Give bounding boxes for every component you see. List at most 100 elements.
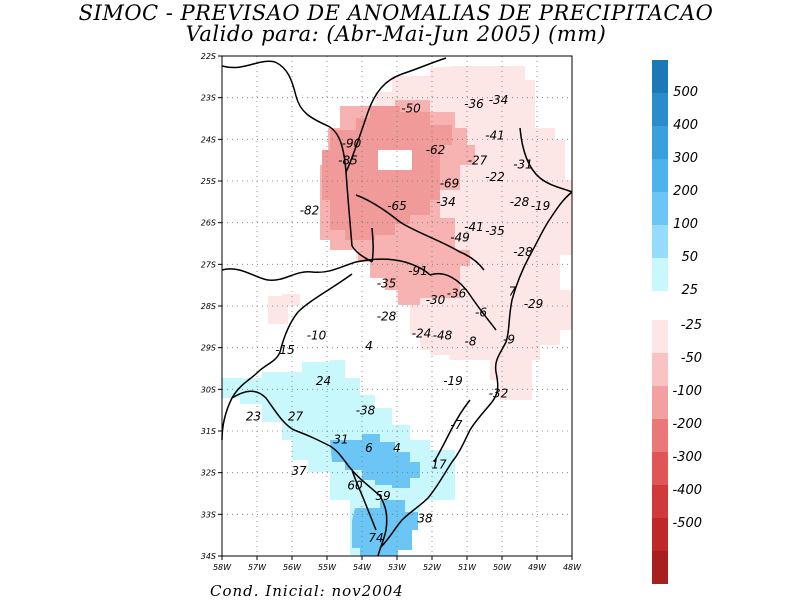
lat-label: 34S [201,552,216,561]
lat-label: 29S [201,344,216,353]
legend-swatch-positive [652,159,668,192]
lon-label: 51W [458,563,477,572]
anomaly-value-label: 59 [375,489,390,503]
lat-label: 24S [201,135,216,144]
legend-swatch-positive [652,93,668,126]
legend-swatch-negative [652,452,668,485]
legend-swatch-positive [652,225,668,258]
lat-label: 23S [201,94,216,103]
lon-label: 53W [388,563,407,572]
lat-label: 33S [201,510,216,519]
anomaly-value-label: -24 [412,326,432,340]
anomaly-value-label: -35 [485,224,505,238]
lon-label: 49W [528,563,547,572]
legend-swatch-negative [652,353,668,386]
anomaly-value-label: -90 [342,137,362,151]
anomaly-value-label: -28 [377,310,397,324]
positive-anomaly-medium [352,500,418,556]
coastline-and-borders [221,57,573,557]
state-boundary-line [221,60,353,247]
negative-anomaly-strong [322,106,452,240]
anomaly-value-label: -91 [408,264,428,278]
anomaly-value-label: -22 [485,170,505,184]
anomaly-value-label: -8 [465,335,477,349]
legend-swatch-negative [652,320,668,353]
anomaly-value-label: -49 [450,230,470,244]
anomaly-value-label: 27 [288,410,304,424]
anomaly-value-label: 60 [347,478,363,492]
legend-label: -100 [672,384,702,399]
legend-label: 500 [673,85,698,100]
state-boundary-line [221,273,353,441]
lon-label: 50W [493,563,512,572]
axis-labels: 22S 23S 24S 25S 26S 27S 28S 29S 30S 31S 32S 33S 34S 5… [201,52,582,572]
anomaly-value-label: -62 [426,143,446,157]
lon-label: 57W [248,563,267,572]
anomaly-value-label: -50 [401,101,421,115]
anomaly-value-label: -32 [489,387,509,401]
legend-label: -400 [672,483,702,498]
legend-swatch-positive [652,126,668,159]
anomaly-value-label: 7 [509,285,517,299]
lat-label: 22S [201,52,216,61]
border-line [351,469,377,531]
value-labels: -50 -36 -34-41-90 -62-85 -27 -31-22-69-34 -28-… [246,93,550,545]
legend-swatch-positive [652,60,668,93]
lon-label: 48W [563,563,582,572]
legend-swatch-negative [652,386,668,419]
lat-label: 27S [201,260,216,269]
legend-swatch-negative [652,485,668,518]
anomaly-value-label: -9 [503,333,515,347]
map-gap [378,150,412,170]
lon-label: 56W [283,563,302,572]
anomaly-value-label: 23 [246,410,261,424]
border-line [379,497,429,549]
legend-label: 25 [681,283,698,298]
lat-label: 31S [201,427,216,436]
legend-swatch-negative [652,551,668,584]
anomaly-value-label: -34 [489,93,509,107]
color-legend: 500 400 300 200 100 50 25 -25 -50 -100 -200 -300 -40… [652,60,702,584]
state-boundary-line [345,57,447,173]
anomaly-value-label: 4 [393,441,401,455]
legend-swatch-negative [652,518,668,551]
anomaly-value-label: -69 [440,176,460,190]
legend-label: 400 [673,118,698,133]
lon-label: 52W [423,563,442,572]
anomaly-value-label: -82 [300,203,320,217]
legend-label: -25 [681,318,702,333]
legend-swatch-positive [652,258,668,291]
anomaly-value-label: 4 [365,339,373,353]
negative-anomaly-patch [282,294,300,306]
lon-label: 58W [213,563,232,572]
anomaly-value-label: -65 [387,199,407,213]
positive-anomaly-medium [330,434,420,488]
legend-label: -50 [681,351,702,366]
legend-label: 100 [673,217,698,232]
anomaly-value-label: -7 [451,418,463,432]
state-boundary-line [429,273,497,331]
anomaly-value-label: 24 [316,374,331,388]
anomaly-value-label: -85 [338,153,358,167]
lat-label: 25S [201,177,216,186]
anomaly-value-label: -19 [443,374,463,388]
anomaly-value-label: -28 [510,195,530,209]
anomaly-value-label: -36 [447,287,467,301]
anomaly-value-label: -41 [485,128,505,142]
anomaly-value-label: -35 [377,276,397,290]
legend-label: -300 [672,450,702,465]
anomaly-value-label: 37 [291,464,307,478]
state-boundary-line [221,258,431,281]
lat-label: 32S [201,469,216,478]
lagoon-outline [433,399,471,463]
legend-label: 200 [673,184,698,199]
legend-swatch-negative [652,419,668,452]
anomaly-value-label: 38 [417,512,433,526]
anomaly-value-label: -38 [356,403,376,417]
map-subtitle: Valido para: (Abr-Mai-Jun 2005) (mm) [185,22,607,46]
lon-label: 55W [318,563,337,572]
legend-swatch-positive [652,192,668,225]
anomaly-value-label: -36 [464,97,484,111]
anomaly-value-label: -6 [475,305,487,319]
